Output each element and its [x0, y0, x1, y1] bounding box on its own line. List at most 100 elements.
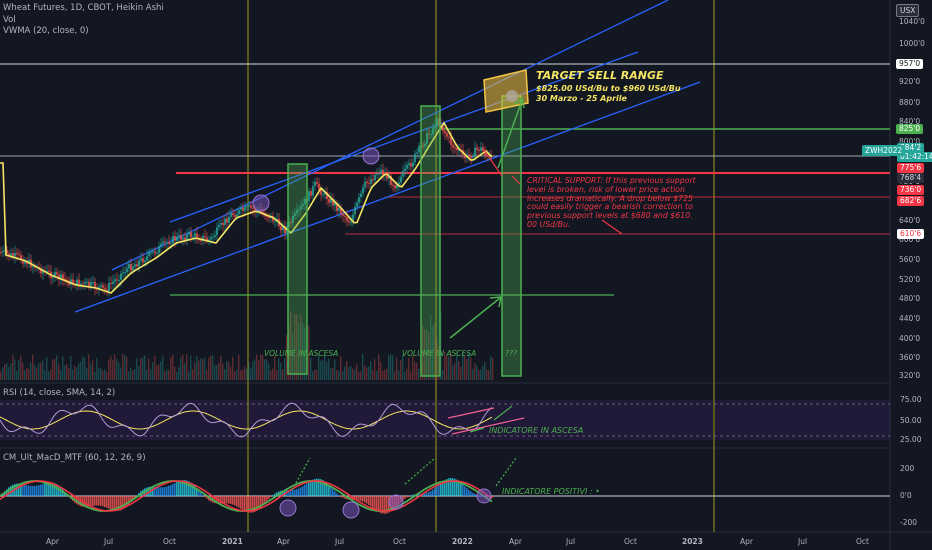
heikin-ashi-candles [0, 112, 492, 297]
rsi-line [0, 402, 493, 438]
price-tag-red: 610'6 [897, 229, 925, 239]
vol-indicator-label[interactable]: Vol [3, 15, 16, 25]
volume-bar [196, 356, 198, 380]
macd-bar [196, 488, 198, 496]
volume-bar [236, 369, 238, 380]
candle-body [94, 282, 96, 289]
macd-bar [276, 492, 278, 496]
price-tag-green: 825'0 [896, 124, 924, 134]
candle-body [262, 211, 264, 214]
candle-body [176, 236, 178, 241]
candle-body [20, 255, 22, 260]
candle-body [206, 237, 208, 241]
volume-bar [272, 368, 274, 380]
macd-bar [52, 482, 54, 496]
volume-bar [24, 370, 26, 380]
volume-bar [248, 362, 250, 380]
volume-bar [274, 356, 276, 380]
volume-bar [454, 363, 456, 380]
volume-bar [324, 355, 326, 380]
macd-bar [342, 496, 344, 498]
year-separator-lines [247, 0, 715, 532]
vwma-indicator-label[interactable]: VWMA (20, close, 0) [3, 26, 89, 36]
volume-bar [74, 365, 76, 380]
time-label: 2022 [452, 537, 473, 546]
symbol-title[interactable]: Wheat Futures, 1D, CBOT, Heikin Ashi [3, 3, 164, 13]
macd-bar [214, 496, 216, 504]
volume-bar [92, 360, 94, 380]
macd-bar [208, 496, 210, 501]
macd-bar [30, 485, 32, 496]
macd-bar [110, 496, 112, 510]
volume-bar [18, 359, 20, 380]
volume-bar [334, 359, 336, 380]
rsi-pane-label[interactable]: RSI (14, close, SMA, 14, 2) [3, 388, 116, 398]
macd-pane-label[interactable]: CM_Ult_MacD_MTF (60, 12, 26, 9) [3, 453, 146, 463]
candle-body [0, 252, 2, 253]
macd-bar [114, 496, 116, 511]
volume-bar [56, 354, 58, 380]
volume-bar [474, 363, 476, 380]
volume-bar [154, 355, 156, 380]
candle-body [202, 236, 204, 241]
volume-bar [120, 367, 122, 380]
candle-body [118, 279, 120, 281]
critical-support-line-text: level is broken, risk of lower price act… [527, 184, 685, 194]
volume-bar [410, 371, 412, 380]
macd-bar [158, 487, 160, 496]
ascending-channel[interactable] [74, 0, 701, 313]
candle-body [282, 226, 284, 231]
volume-bar [296, 314, 298, 380]
currency-badge[interactable]: USX [896, 4, 920, 17]
candle-body [400, 176, 402, 183]
macd-bar [240, 496, 242, 509]
volume-bar [28, 368, 30, 380]
volume-bar [32, 354, 34, 380]
candle-body [64, 278, 66, 280]
candle-body [92, 282, 94, 284]
candle-body [138, 260, 140, 267]
price-tag-red: 736'0 [897, 185, 925, 195]
macd-bar [368, 496, 370, 505]
candle-body [58, 274, 60, 280]
candle-body [196, 233, 198, 239]
volume-bar [480, 369, 482, 380]
candle-body [60, 274, 62, 280]
macd-bar [252, 496, 254, 513]
candle-body [352, 214, 354, 222]
candle-body [120, 273, 122, 280]
macd-bar [98, 496, 100, 506]
time-label: Oct [393, 537, 406, 546]
macd-bar [92, 496, 94, 506]
macd-bar [234, 496, 236, 506]
candle-body [32, 266, 34, 268]
critical-support-line-text: could easily trigger a bearish correctio… [527, 202, 693, 212]
vwma-line [0, 121, 493, 294]
price-tag-teal: 784'2 [897, 143, 925, 153]
volume-bar [116, 359, 118, 380]
volume-bar [276, 370, 278, 380]
macd-bar [180, 480, 182, 496]
macd-bar [418, 493, 420, 496]
candle-body [298, 209, 300, 211]
volume-bar [316, 369, 318, 380]
macd-bar [308, 482, 310, 496]
candle-body [328, 199, 330, 203]
macd-bar [136, 495, 138, 497]
candle-body [480, 147, 482, 151]
volume-bar [246, 368, 248, 380]
volume-highlight-boxes[interactable] [287, 95, 522, 377]
macd-bar [344, 496, 346, 499]
volume-bar [368, 366, 370, 380]
candle-body [214, 235, 216, 237]
volume-bar [166, 369, 168, 380]
candle-body [72, 279, 74, 284]
volume-bar [244, 366, 246, 380]
volume-bar [98, 368, 100, 380]
candle-body [388, 175, 390, 179]
candle-body [168, 242, 170, 244]
candle-body [208, 239, 210, 241]
macd-bar [86, 496, 88, 507]
volume-bar [76, 367, 78, 380]
